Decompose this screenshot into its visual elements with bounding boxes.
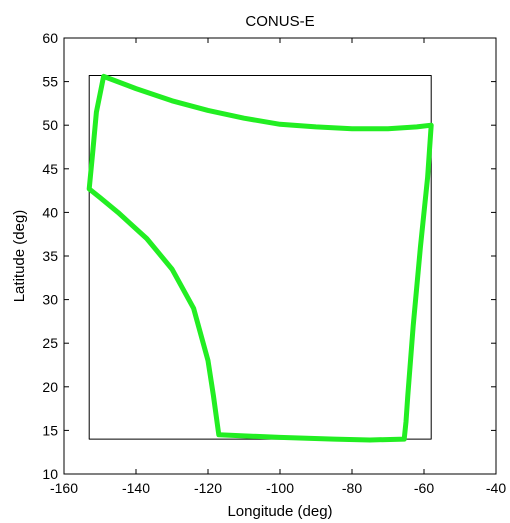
coverage-outline-line	[86, 73, 434, 443]
y-tick-label: 25	[42, 335, 58, 351]
y-ticks: 10 15 20 25 30 35 40 45 50 55 60	[42, 30, 496, 482]
x-tick-label: -160	[50, 480, 78, 496]
y-tick-label: 15	[42, 422, 58, 438]
x-tick-label: -100	[266, 480, 294, 496]
chart-title: CONUS-E	[245, 13, 314, 30]
x-axis-title: Longitude (deg)	[227, 503, 332, 520]
y-tick-label: 20	[42, 379, 58, 395]
y-tick-label: 55	[42, 74, 58, 90]
y-tick-label: 40	[42, 204, 58, 220]
x-tick-label: -140	[122, 480, 150, 496]
y-axis-title: Latitude (deg)	[11, 210, 28, 303]
series-layer	[86, 73, 434, 443]
y-tick-label: 45	[42, 161, 58, 177]
x-tick-label: -80	[342, 480, 362, 496]
x-tick-label: -60	[414, 480, 434, 496]
y-tick-label: 30	[42, 292, 58, 308]
y-tick-label: 60	[42, 30, 58, 46]
plot-area	[63, 37, 497, 475]
x-tick-label: -120	[194, 480, 222, 496]
bounding-box-line	[88, 75, 432, 440]
x-ticks: -160 -140 -120 -100 -80 -60 -40	[50, 38, 506, 496]
x-tick-label: -40	[486, 480, 506, 496]
y-tick-label: 35	[42, 248, 58, 264]
y-tick-label: 10	[42, 466, 58, 482]
y-tick-label: 50	[42, 117, 58, 133]
